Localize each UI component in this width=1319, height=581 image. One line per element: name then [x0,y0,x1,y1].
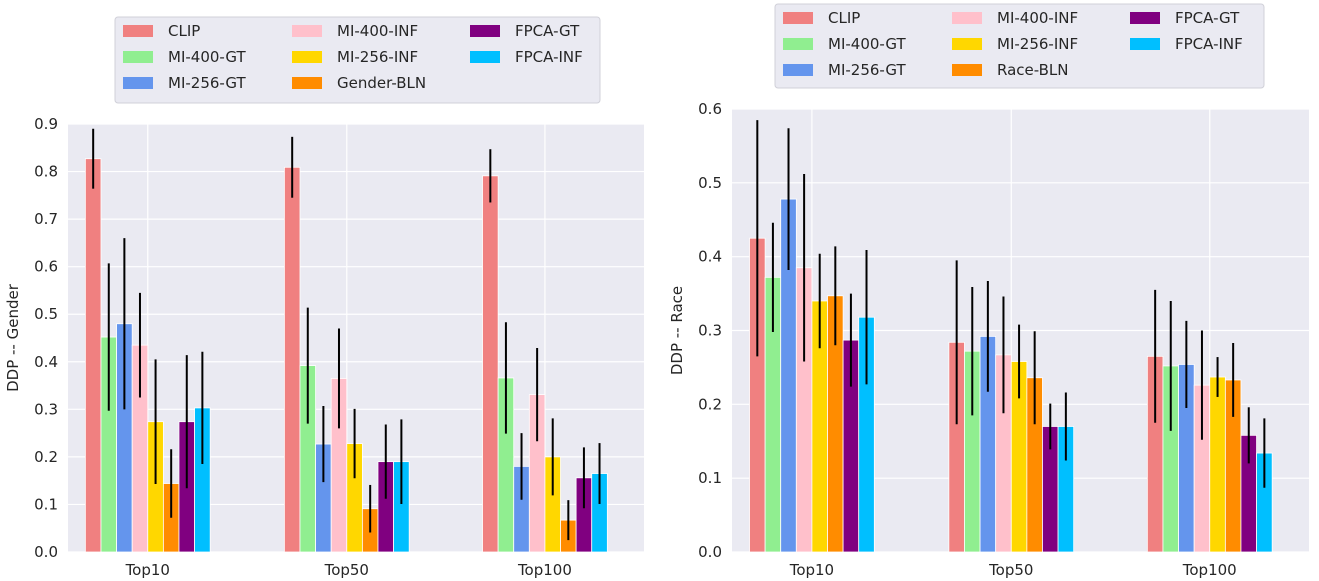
legend-label: MI-400-GT [828,35,906,53]
gender-chart: 0.0 0.1 0.2 0.3 0.4 0.5 0.6 0.7 0.8 0.9 Top10 Top50… [4,16,644,579]
x-tick-label: Top10 [125,561,170,579]
legend-label: CLIP [828,9,860,27]
y-tick-label: 0.9 [34,115,58,133]
y-tick-label: 0.0 [698,543,722,561]
y-tick-label: 0.3 [34,400,58,418]
legend-swatch [123,77,153,89]
x-tick-label: Top100 [1182,561,1237,579]
legend-swatch [952,64,982,76]
y-axis-label: DDP -- Race [668,286,686,375]
y-tick-label: 0.6 [34,258,58,276]
legend [114,16,601,104]
legend-swatch [292,25,322,37]
y-tick-label: 0.8 [34,163,58,181]
bar [283,166,301,553]
legend [774,3,1265,89]
legend-label: MI-256-INF [337,48,418,66]
legend-swatch [470,25,500,37]
x-tick-label: Top10 [789,561,834,579]
y-tick-label: 0.3 [698,322,722,340]
legend-label: CLIP [168,22,200,40]
y-tick-label: 0.7 [34,210,58,228]
legend-label: MI-256-GT [168,74,246,92]
y-tick-label: 0.4 [698,248,722,266]
y-tick-label: 0.0 [34,543,58,561]
bar [84,158,102,553]
bar [482,175,499,553]
x-tick-label: Top100 [517,561,572,579]
y-tick-label: 0.2 [698,395,722,413]
y-tick-label: 0.1 [698,469,722,487]
bar [1209,376,1226,553]
legend-label: FPCA-GT [515,22,580,40]
legend-swatch [123,51,153,63]
legend-swatch [952,38,982,50]
legend-label: MI-400-INF [337,22,418,40]
y-tick-label: 0.4 [34,353,58,371]
legend-swatch [952,12,982,24]
y-tick-label: 0.5 [698,174,722,192]
legend-swatch [783,12,813,24]
legend-label: MI-256-GT [828,61,906,79]
legend-label: FPCA-INF [515,48,583,66]
legend-swatch [292,51,322,63]
legend-label: FPCA-GT [1175,9,1240,27]
legend-swatch [783,64,813,76]
race-chart: 0.0 0.1 0.2 0.3 0.4 0.5 0.6 Top10 Top50 Top100 DDP… [668,3,1309,579]
legend-label: MI-256-INF [997,35,1078,53]
legend-label: MI-400-INF [997,9,1078,27]
legend-label: MI-400-GT [168,48,246,66]
legend-swatch [783,38,813,50]
legend-swatch [1130,38,1160,50]
y-axis-label: DDP -- Gender [4,283,22,392]
legend-label: Race-BLN [997,61,1069,79]
legend-swatch [470,51,500,63]
y-tick-label: 0.6 [698,100,722,118]
legend-swatch [292,77,322,89]
legend-label: Gender-BLN [337,74,426,92]
x-tick-label: Top50 [988,561,1033,579]
legend-swatch [123,25,153,37]
y-tick-label: 0.2 [34,448,58,466]
y-tick-label: 0.5 [34,305,58,323]
legend-swatch [1130,12,1160,24]
y-tick-label: 0.1 [34,495,58,513]
x-tick-label: Top50 [324,561,369,579]
legend-label: FPCA-INF [1175,35,1243,53]
